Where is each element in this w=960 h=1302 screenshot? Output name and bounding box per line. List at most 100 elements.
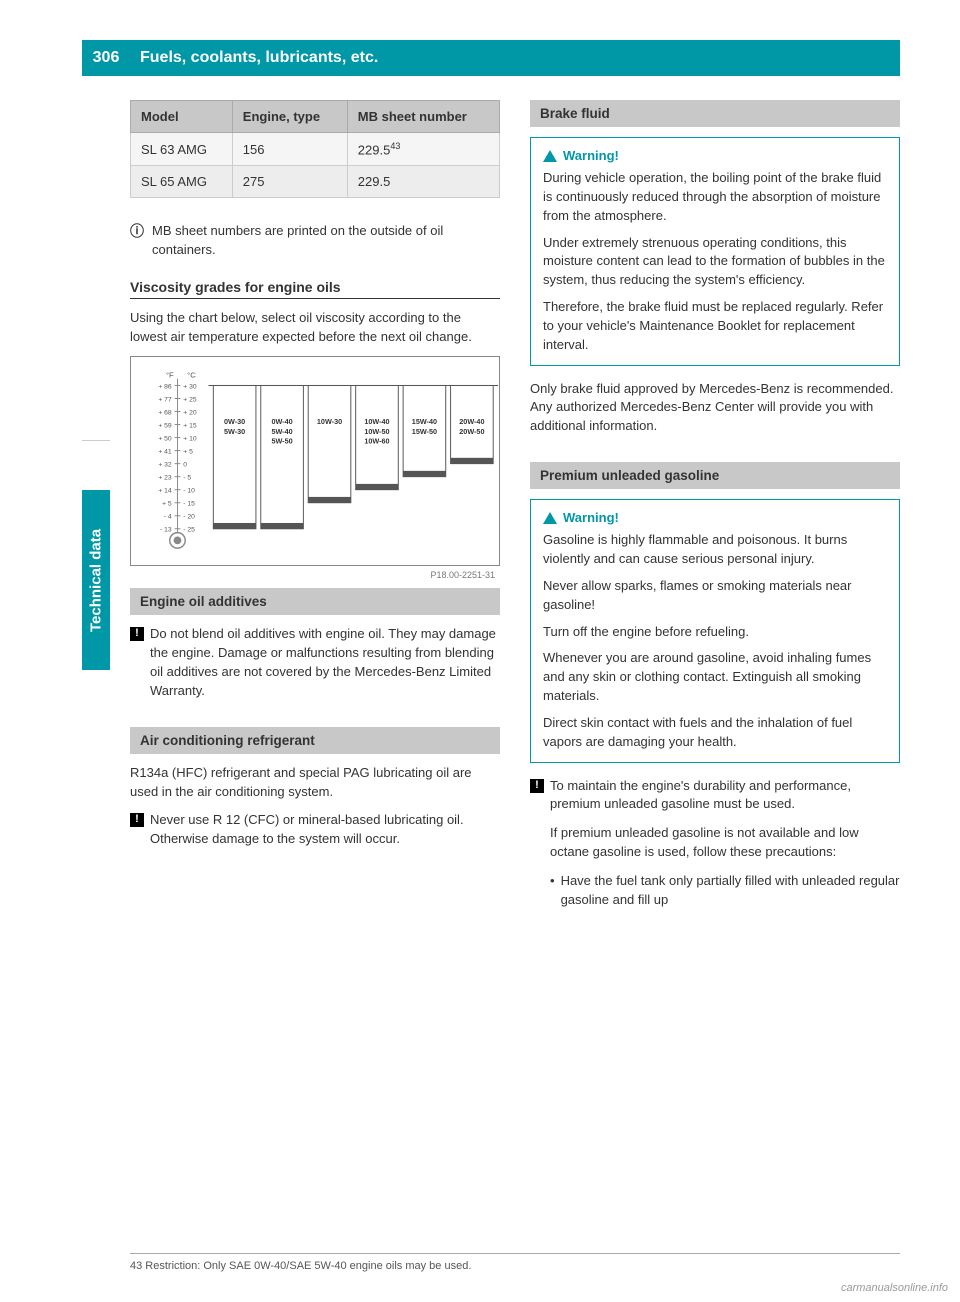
viscosity-heading: Viscosity grades for engine oils <box>130 279 500 299</box>
table-cell: 229.5 <box>347 166 499 198</box>
svg-text:- 20: - 20 <box>183 514 195 521</box>
svg-text:10W-60: 10W-60 <box>364 437 389 446</box>
table-cell: 156 <box>232 133 347 166</box>
brake-warning-box: Warning! During vehicle operation, the b… <box>530 137 900 366</box>
svg-text:- 15: - 15 <box>183 501 195 508</box>
svg-text:+ 68: + 68 <box>158 410 172 417</box>
svg-text:- 4: - 4 <box>164 514 172 521</box>
warning-title: Warning! <box>543 148 887 163</box>
table-cell: SL 63 AMG <box>131 133 233 166</box>
engine-table: Model Engine, type MB sheet number SL 63… <box>130 100 500 198</box>
viscosity-intro: Using the chart below, select oil viscos… <box>130 309 500 347</box>
svg-text:0W-40: 0W-40 <box>271 418 292 427</box>
caution-icon: ! <box>530 779 544 793</box>
svg-text:+ 20: + 20 <box>183 410 197 417</box>
warning-para: Never allow sparks, flames or smoking ma… <box>543 577 887 615</box>
svg-text:+ 59: + 59 <box>158 423 172 430</box>
additives-heading: Engine oil additives <box>130 588 500 615</box>
warning-para: During vehicle operation, the boiling po… <box>543 169 887 226</box>
svg-text:+ 14: + 14 <box>158 488 172 495</box>
gasoline-note-body: To maintain the engine's durability and … <box>550 777 900 910</box>
svg-text:15W-40: 15W-40 <box>412 418 437 427</box>
bullet-icon: • <box>550 872 555 910</box>
svg-text:5W-30: 5W-30 <box>224 427 245 436</box>
svg-text:- 10: - 10 <box>183 488 195 495</box>
ac-heading: Air conditioning refrigerant <box>130 727 500 754</box>
gasoline-note-p1: To maintain the engine's durability and … <box>550 777 900 815</box>
svg-text:10W-30: 10W-30 <box>317 418 342 427</box>
chart-id: P18.00-2251-31 <box>131 568 499 582</box>
svg-text:+ 32: + 32 <box>158 462 172 469</box>
svg-text:20W-40: 20W-40 <box>459 418 484 427</box>
svg-text:+ 5: + 5 <box>162 501 172 508</box>
left-column: Model Engine, type MB sheet number SL 63… <box>130 100 500 1242</box>
additives-note: ! Do not blend oil additives with engine… <box>130 625 500 700</box>
ac-caution: ! Never use R 12 (CFC) or mineral-based … <box>130 811 500 849</box>
warning-para: Direct skin contact with fuels and the i… <box>543 714 887 752</box>
footnote: 43 Restriction: Only SAE 0W-40/SAE 5W-40… <box>130 1253 900 1272</box>
side-tab-spacer <box>82 440 110 490</box>
header-title: Fuels, coolants, lubricants, etc. <box>130 40 900 76</box>
table-header: Model <box>131 101 233 133</box>
page-header: 306 Fuels, coolants, lubricants, etc. <box>0 40 900 76</box>
gasoline-note: ! To maintain the engine's durability an… <box>530 777 900 910</box>
warning-icon <box>543 150 557 162</box>
warning-para: Whenever you are around gasoline, avoid … <box>543 649 887 706</box>
svg-text:+ 15: + 15 <box>183 423 197 430</box>
svg-text:0W-30: 0W-30 <box>224 418 245 427</box>
svg-text:+ 10: + 10 <box>183 436 197 443</box>
svg-text:10W-40: 10W-40 <box>364 418 389 427</box>
caution-icon: ! <box>130 813 144 827</box>
table-cell: 275 <box>232 166 347 198</box>
svg-text:10W-50: 10W-50 <box>364 427 389 436</box>
svg-text:0: 0 <box>183 462 187 469</box>
svg-text:20W-50: 20W-50 <box>459 427 484 436</box>
svg-text:°F: °F <box>166 371 174 380</box>
warning-para: Under extremely strenuous operating cond… <box>543 234 887 291</box>
gasoline-note-p2: If premium unleaded gasoline is not avai… <box>550 824 900 862</box>
table-cell: SL 65 AMG <box>131 166 233 198</box>
right-column: Brake fluid Warning! During vehicle oper… <box>530 100 900 1242</box>
svg-text:5W-50: 5W-50 <box>271 437 292 446</box>
info-icon: ⓘ <box>130 222 146 258</box>
svg-text:+ 86: + 86 <box>158 384 172 391</box>
gasoline-warning-box: Warning! Gasoline is highly flammable an… <box>530 499 900 762</box>
page-number: 306 <box>82 40 130 76</box>
additives-text: Do not blend oil additives with engine o… <box>150 625 500 700</box>
ac-caution-text: Never use R 12 (CFC) or mineral-based lu… <box>150 811 500 849</box>
warning-label: Warning! <box>563 510 619 525</box>
svg-text:+ 5: + 5 <box>183 449 193 456</box>
svg-text:+ 77: + 77 <box>158 397 172 404</box>
warning-title: Warning! <box>543 510 887 525</box>
table-header: Engine, type <box>232 101 347 133</box>
brake-para: Only brake fluid approved by Mercedes-Be… <box>530 380 900 437</box>
svg-text:- 5: - 5 <box>183 475 191 482</box>
svg-text:+ 50: + 50 <box>158 436 172 443</box>
svg-text:- 13: - 13 <box>160 527 172 534</box>
info-note: ⓘ MB sheet numbers are printed on the ou… <box>130 222 500 258</box>
svg-text:+ 30: + 30 <box>183 384 197 391</box>
content-area: Model Engine, type MB sheet number SL 63… <box>130 100 900 1242</box>
ac-para: R134a (HFC) refrigerant and special PAG … <box>130 764 500 802</box>
info-text: MB sheet numbers are printed on the outs… <box>152 222 500 258</box>
watermark: carmanualsonline.info <box>841 1282 948 1294</box>
gasoline-heading: Premium unleaded gasoline <box>530 462 900 489</box>
warning-para: Turn off the engine before refueling. <box>543 623 887 642</box>
warning-icon <box>543 512 557 524</box>
svg-text:+ 23: + 23 <box>158 475 172 482</box>
side-tab-label: Technical data <box>82 490 110 670</box>
bullet-text: Have the fuel tank only partially filled… <box>561 872 900 910</box>
brake-heading: Brake fluid <box>530 100 900 127</box>
viscosity-chart: °F °C + 86 + 30 + 77 + 25 + 68 + 20 + 59 + 15 + … <box>130 356 500 566</box>
table-cell: 229.543 <box>347 133 499 166</box>
svg-text:°C: °C <box>187 371 196 380</box>
svg-text:- 25: - 25 <box>183 527 195 534</box>
caution-icon: ! <box>130 627 144 641</box>
bullet-item: • Have the fuel tank only partially fill… <box>550 872 900 910</box>
svg-text:+ 25: + 25 <box>183 397 197 404</box>
svg-text:5W-40: 5W-40 <box>271 427 292 436</box>
svg-text:+ 41: + 41 <box>158 449 172 456</box>
warning-para: Therefore, the brake fluid must be repla… <box>543 298 887 355</box>
table-header: MB sheet number <box>347 101 499 133</box>
svg-text:15W-50: 15W-50 <box>412 427 437 436</box>
